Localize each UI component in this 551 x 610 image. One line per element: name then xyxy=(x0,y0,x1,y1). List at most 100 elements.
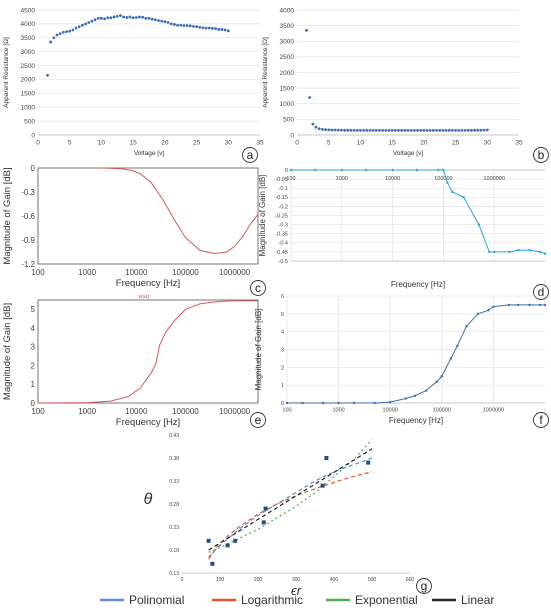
x-tick-label: 1000 xyxy=(336,176,348,182)
y-tick-label: 0 xyxy=(285,168,288,174)
data-point xyxy=(393,128,397,132)
data-point xyxy=(365,128,369,132)
data-point xyxy=(321,401,325,405)
data-point xyxy=(457,128,461,132)
panel-letter: a xyxy=(247,148,254,162)
data-point xyxy=(492,305,495,308)
panel-badge xyxy=(242,147,258,163)
data-point xyxy=(71,28,75,32)
data-point xyxy=(308,96,312,99)
x-axis-label: Voltage [v] xyxy=(393,150,424,157)
data-point xyxy=(368,128,372,132)
data-point xyxy=(454,128,457,132)
y-tick-label: 1000 xyxy=(21,104,36,111)
data-point xyxy=(153,18,157,22)
data-point xyxy=(346,128,350,132)
data-point xyxy=(340,168,343,172)
data-point xyxy=(415,168,419,172)
data-point xyxy=(195,25,198,29)
data-point xyxy=(337,401,340,405)
y-axis-label: Apparent Resistance [Ω] xyxy=(3,37,10,108)
data-point xyxy=(462,196,465,199)
x-tick-label: 15 xyxy=(389,140,397,147)
data-point xyxy=(204,26,208,30)
y-tick-label: 3500 xyxy=(280,23,295,30)
y-tick-label: 2000 xyxy=(21,77,36,84)
panel-badge xyxy=(533,147,549,163)
fit-curve-linear xyxy=(208,448,373,551)
data-point xyxy=(96,16,100,20)
data-point xyxy=(314,125,318,129)
y-tick-label: 0 xyxy=(281,401,284,407)
y-tick-label: -0.15 xyxy=(275,195,288,201)
data-point xyxy=(81,23,84,27)
y-tick-label: 3500 xyxy=(21,35,36,42)
data-point xyxy=(49,40,53,44)
data-point xyxy=(389,400,392,404)
data-point xyxy=(77,25,81,29)
data-point xyxy=(488,250,491,254)
data-point xyxy=(477,223,481,226)
data-point xyxy=(390,128,394,132)
data-point xyxy=(435,128,438,132)
data-point xyxy=(301,401,304,405)
x-tick-label: 100 xyxy=(31,407,45,416)
data-point xyxy=(349,128,353,132)
data-point xyxy=(387,128,391,132)
data-point xyxy=(122,15,126,19)
data-point xyxy=(431,128,435,132)
data-point xyxy=(435,380,438,383)
data-point xyxy=(438,128,442,132)
data-point xyxy=(160,19,164,23)
data-point xyxy=(543,303,547,307)
x-tick-label: 1000000 xyxy=(219,268,251,277)
data-point xyxy=(422,128,426,132)
y-tick-label: -0.45 xyxy=(275,250,288,256)
legend-item: Logarithmic xyxy=(212,593,303,607)
data-point xyxy=(324,128,327,132)
y-tick-label: 4500 xyxy=(21,7,36,14)
data-point xyxy=(440,375,443,378)
y-tick-label: 0 xyxy=(31,164,36,173)
chart-panel-d: 0 -0.05 -0.1 -0.15 -0.2 -0.25 -0.3 -0.35 -0.4 -0.… xyxy=(258,168,549,300)
y-tick-label: 0.13 xyxy=(169,571,179,577)
x-tick-label: 100000 xyxy=(172,268,199,277)
data-point xyxy=(182,24,186,27)
data-point xyxy=(538,250,542,254)
data-point xyxy=(391,168,394,172)
y-tick-label: 500 xyxy=(283,117,294,124)
y-tick-label: 0 xyxy=(31,132,35,139)
x-axis-label: ϵr xyxy=(291,583,302,598)
plot-frame xyxy=(37,167,259,265)
data-point xyxy=(176,23,179,27)
y-axis-label: θ xyxy=(144,491,153,508)
fit-curve-logarithmic xyxy=(208,471,373,560)
data-point xyxy=(261,520,266,525)
data-point xyxy=(314,168,317,172)
y-tick-label: 4000 xyxy=(280,7,295,14)
data-point xyxy=(359,128,362,132)
x-tick-label: 20 xyxy=(161,140,169,147)
plot-frame xyxy=(37,299,259,404)
x-axis-label: Frequency [Hz] xyxy=(391,280,445,289)
y-tick-label: 1000 xyxy=(280,101,295,108)
fit-curve-polinomial xyxy=(208,457,373,558)
y-tick-label: 0.23 xyxy=(169,525,179,531)
data-point xyxy=(378,128,381,132)
y-axis-label: Magnitude of Gain [dB] xyxy=(258,175,267,257)
data-point xyxy=(374,128,378,132)
y-tick-label: 1 xyxy=(281,383,284,389)
data-point xyxy=(446,181,449,184)
data-point xyxy=(384,128,388,132)
data-point xyxy=(465,325,468,328)
data-point xyxy=(528,248,531,252)
y-tick-label: -0.25 xyxy=(275,213,288,219)
data-point xyxy=(441,128,445,132)
x-tick-label: 100000 xyxy=(433,408,451,414)
chart-panel-e: 0 1 2 3 4 5 100 1000 10000 100000 1000000 Frequency… xyxy=(2,294,266,428)
series-line xyxy=(37,300,258,404)
data-point xyxy=(451,128,454,132)
y-tick-label: 1500 xyxy=(280,85,295,92)
legend: Polinomial Logarithmic Exponential Linea… xyxy=(100,593,494,607)
